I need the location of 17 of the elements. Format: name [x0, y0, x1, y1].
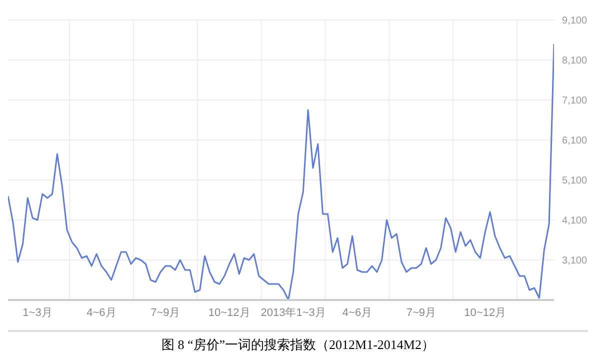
x-tick-label: 10~12月 [464, 306, 506, 319]
x-tick-label: 1~3月 [22, 306, 52, 319]
x-tick-label: 4~6月 [342, 306, 372, 319]
x-tick-label: 7~9月 [406, 306, 436, 319]
y-tick-label: 7,100 [562, 96, 588, 107]
x-tick-label: 10~12月 [208, 306, 250, 319]
y-tick-label: 6,100 [562, 136, 588, 147]
line-series [8, 43, 554, 300]
x-tick-label: 7~9月 [150, 306, 180, 319]
x-tick-label: 2013年1~3月 [260, 306, 326, 319]
text: 图 8 “房价”一词的搜索指数（2012M1-2014M2） [8, 330, 588, 354]
y-tick-label: 9,100 [562, 16, 588, 27]
y-tick-label: 3,100 [562, 256, 588, 267]
y-tick-label: 8,100 [562, 56, 588, 67]
y-tick-label: 4,100 [562, 216, 588, 227]
x-tick-label: 4~6月 [86, 306, 116, 319]
y-tick-label: 5,100 [562, 176, 588, 187]
